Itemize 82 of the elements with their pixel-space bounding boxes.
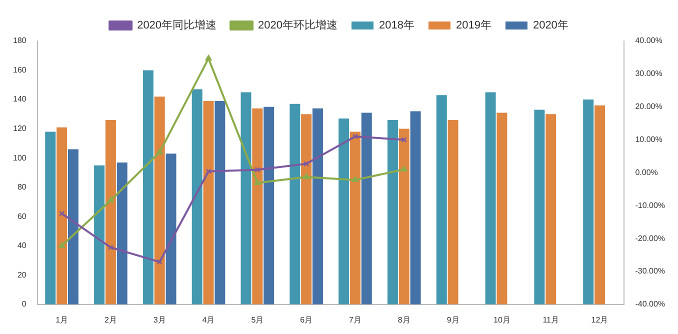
x-tick-label: 12月	[591, 315, 608, 324]
x-tick-label: 1月	[56, 315, 68, 324]
y-tick-label: 40	[17, 241, 27, 250]
point	[205, 54, 212, 61]
x-tick-label: 3月	[153, 315, 166, 324]
point	[400, 166, 408, 172]
bar	[534, 110, 545, 304]
legend-label: 2018年	[379, 20, 414, 32]
x-tick-label: 2月	[104, 315, 117, 324]
bar	[68, 149, 78, 304]
bar	[312, 108, 323, 304]
point	[156, 148, 163, 154]
bar	[583, 100, 594, 304]
y-tick-label: 20	[17, 270, 27, 280]
y-tick-label: 120	[12, 124, 27, 134]
point	[254, 167, 260, 172]
point	[58, 242, 65, 248]
x-tick-label: 7月	[349, 315, 362, 324]
bar	[116, 162, 128, 304]
x-tick-label: 4月	[202, 315, 215, 324]
y-tick-label: 180	[12, 36, 27, 46]
bar	[387, 120, 398, 304]
bar	[485, 92, 496, 304]
y2-tick-label: -10.00%	[635, 200, 665, 210]
y2-tick-label: 40.00%	[635, 36, 662, 46]
y2-tick-label: -40.00%	[635, 300, 665, 309]
x-tick-label: 9月	[446, 315, 460, 324]
point	[303, 173, 310, 180]
bar	[546, 114, 556, 304]
bar	[496, 112, 508, 304]
y2-tick-label: -20.00%	[635, 234, 665, 243]
point	[108, 244, 114, 250]
legend-label: 2019年	[456, 20, 492, 32]
bar	[290, 104, 300, 304]
y2-tick-label: 30.00%	[635, 69, 662, 78]
y2-tick-label: 0.00%	[635, 168, 658, 177]
bar	[203, 100, 214, 304]
point	[254, 179, 261, 186]
bar	[214, 100, 226, 304]
y-tick-label: 140	[12, 94, 27, 104]
bar	[448, 120, 458, 304]
x-tick-label: 11月	[542, 315, 559, 324]
y-tick-label: 0	[22, 300, 27, 309]
point	[108, 196, 114, 202]
bar	[252, 108, 263, 304]
x-tick-label: 8月	[398, 315, 410, 324]
point	[304, 161, 310, 167]
bar	[142, 70, 154, 304]
bar	[192, 89, 202, 304]
bar	[240, 92, 252, 304]
bar	[338, 118, 350, 304]
y2-tick-label: 20.00%	[635, 102, 662, 112]
y2-tick-label: 10.00%	[635, 134, 662, 144]
bar	[45, 132, 56, 304]
y-tick-label: 80	[17, 182, 27, 192]
bar	[361, 112, 372, 304]
y-tick-label: 60	[17, 212, 27, 221]
bar	[398, 128, 410, 304]
y-tick-label: 100	[12, 153, 27, 162]
bar	[94, 165, 105, 304]
x-tick-label: 6月	[300, 315, 313, 324]
bar	[264, 106, 274, 304]
legend-label: 2020年环比增速	[258, 18, 338, 32]
y-tick-label: 160	[12, 65, 27, 74]
bar	[350, 132, 360, 304]
bar	[410, 111, 421, 304]
x-tick-label: 5月	[251, 315, 264, 324]
point	[352, 176, 358, 182]
bar	[166, 154, 176, 304]
bar	[105, 120, 116, 304]
bar	[154, 96, 165, 304]
point	[156, 259, 162, 265]
bar	[436, 95, 447, 304]
y2-tick-label: -30.00%	[635, 266, 665, 276]
point	[352, 134, 358, 140]
legend-label: 2020年	[532, 20, 568, 32]
x-tick-label: 10月	[493, 315, 510, 324]
legend-label: 2020年同比增速	[137, 18, 217, 32]
bar	[594, 105, 605, 304]
bar	[56, 127, 68, 304]
point	[206, 168, 212, 174]
bar	[301, 114, 312, 304]
